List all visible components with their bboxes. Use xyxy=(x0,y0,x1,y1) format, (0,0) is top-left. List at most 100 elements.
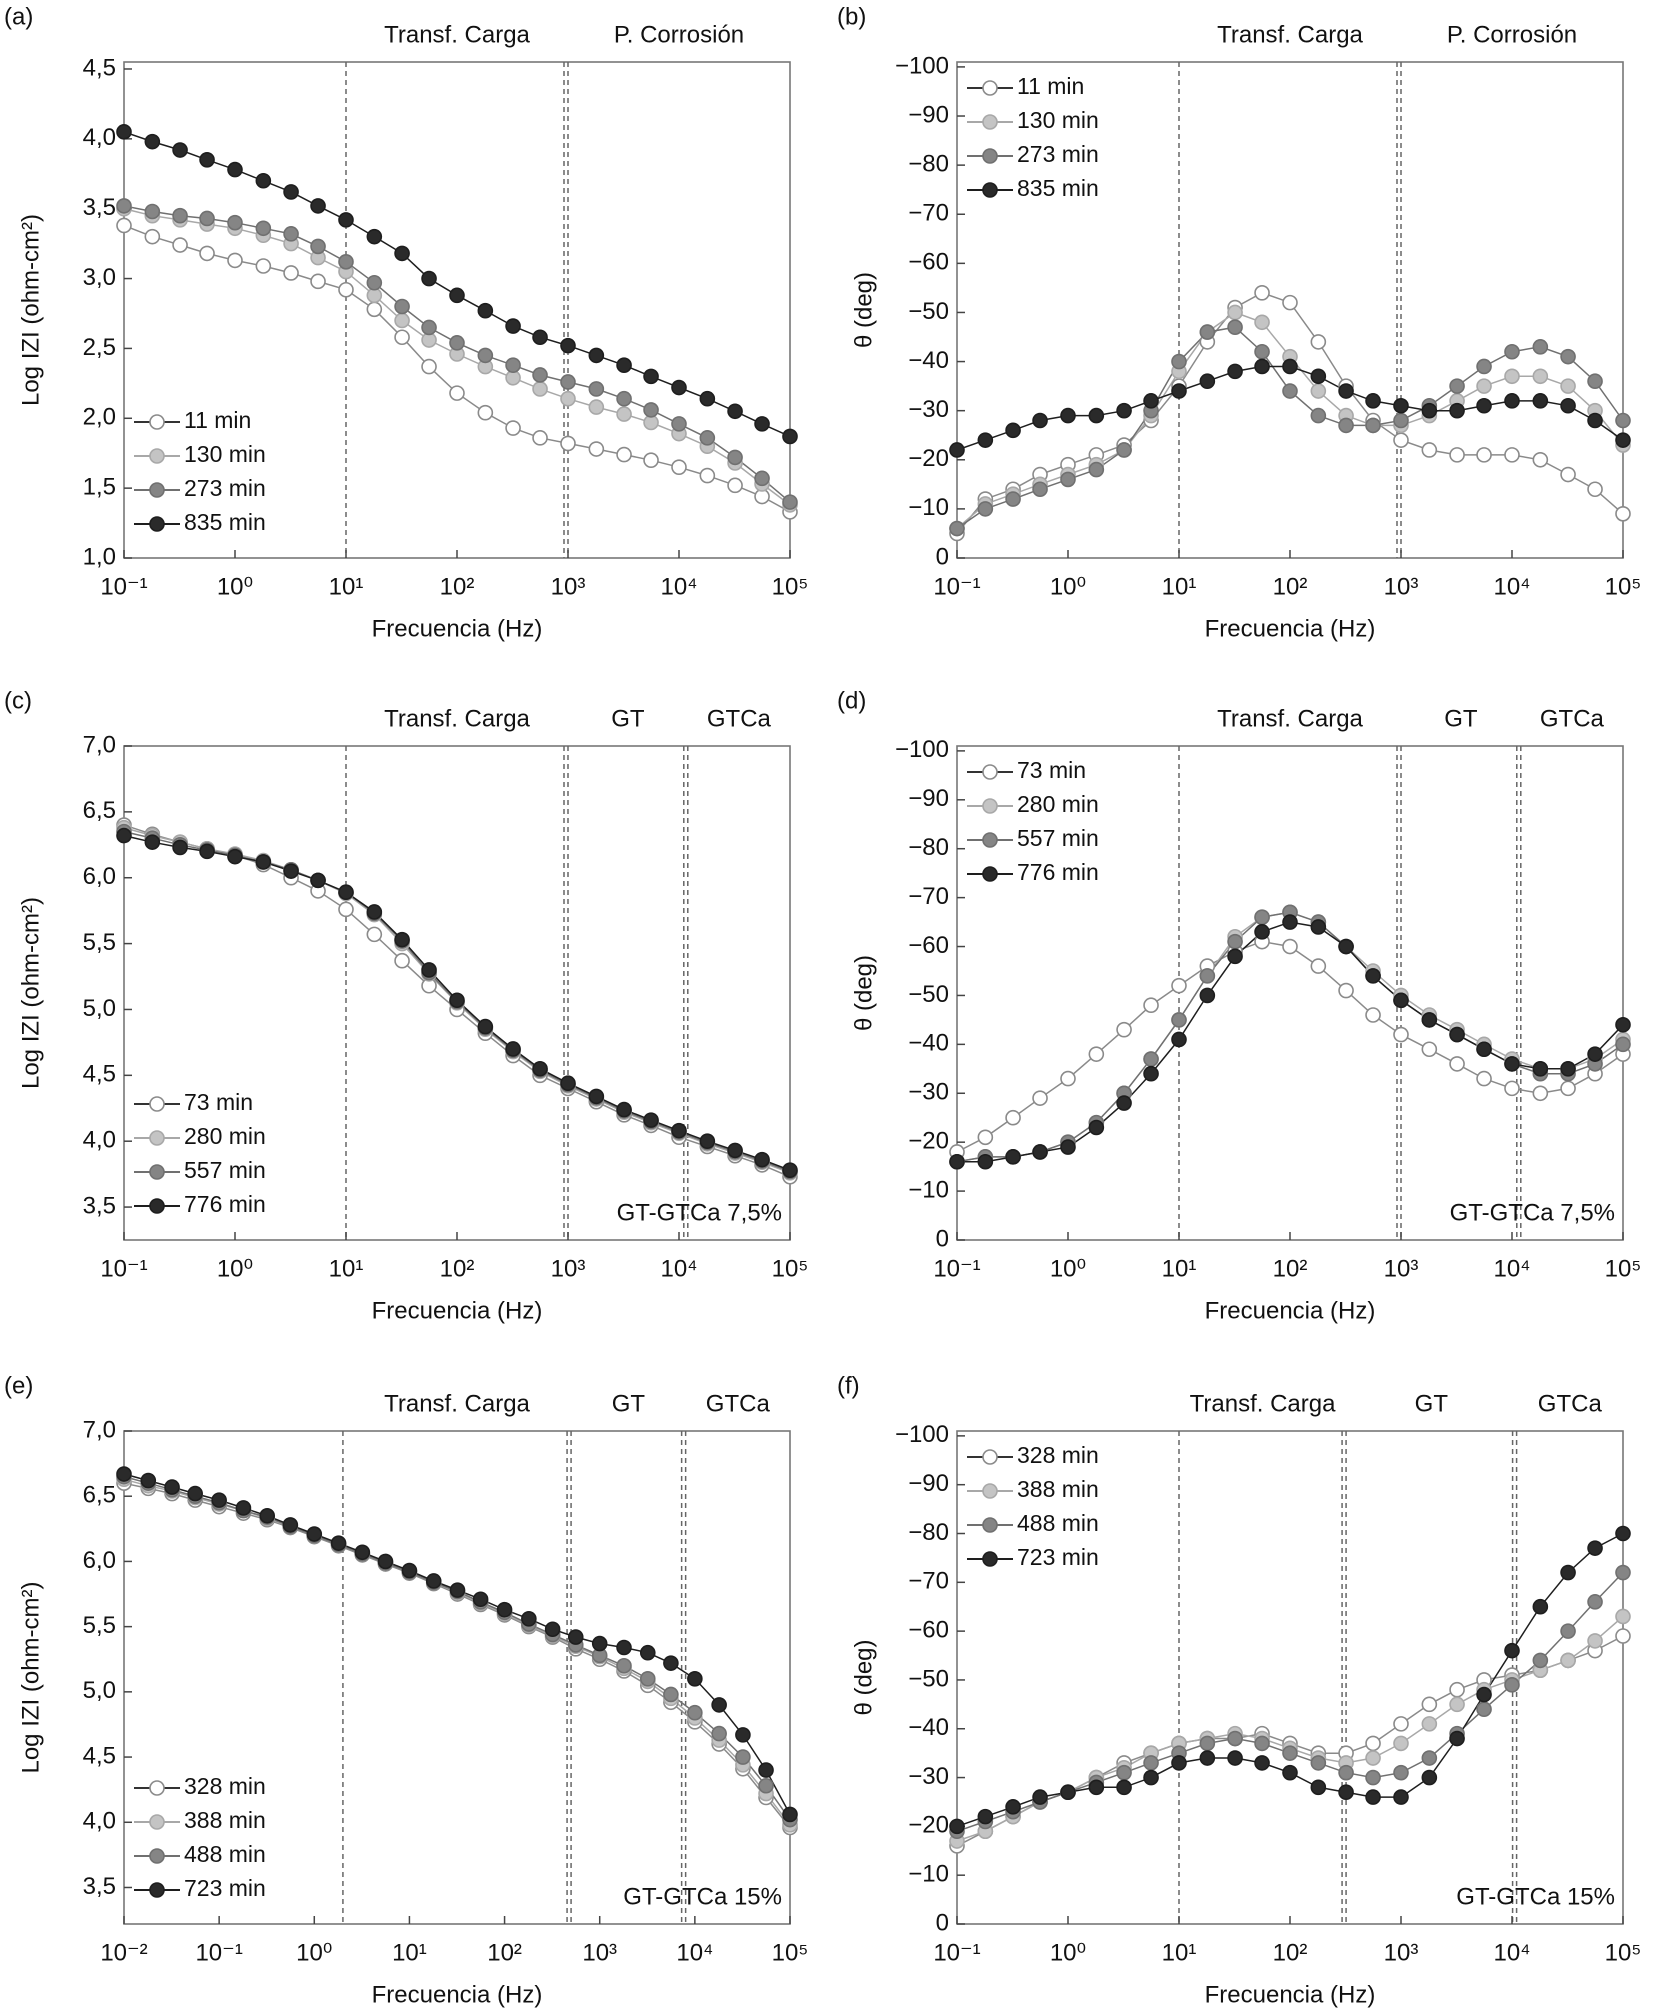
data-point xyxy=(1560,1061,1576,1077)
data-point xyxy=(1449,1730,1465,1747)
legend-label: 776 min xyxy=(1017,859,1099,885)
legend-label: 328 min xyxy=(1017,1442,1099,1468)
x-axis-label: Frecuencia (Hz) xyxy=(372,1981,543,2008)
region-label: Transf. Carga xyxy=(1190,1390,1336,1417)
legend-marker xyxy=(149,448,165,464)
x-tick-label: 10⁴ xyxy=(660,1255,697,1282)
data-point xyxy=(1227,1730,1243,1747)
data-point xyxy=(1171,383,1187,399)
data-point xyxy=(1365,1789,1381,1805)
legend-label: 388 min xyxy=(1017,1476,1099,1502)
data-point xyxy=(1504,1642,1520,1659)
data-point xyxy=(1143,1065,1159,1082)
data-point xyxy=(1560,348,1576,365)
data-point xyxy=(1532,1598,1549,1615)
y-tick-label: 6,5 xyxy=(83,797,116,824)
data-point xyxy=(1393,432,1409,448)
x-tick-label: 10⁵ xyxy=(772,1939,809,1966)
data-point xyxy=(1449,1026,1465,1043)
data-point xyxy=(521,1611,537,1627)
legend-label: 11 min xyxy=(184,407,251,433)
data-point xyxy=(354,1544,371,1561)
legend-label: 73 min xyxy=(184,1089,253,1115)
data-point xyxy=(1421,1769,1438,1786)
data-point xyxy=(1060,1784,1076,1801)
legend-marker xyxy=(149,1882,165,1898)
y-tick-label: 4,5 xyxy=(83,1742,116,1769)
x-tick-label: 10² xyxy=(440,573,475,600)
data-point xyxy=(687,1704,703,1721)
x-tick-label: 10⁴ xyxy=(676,1939,713,1966)
data-point xyxy=(1365,1769,1381,1786)
legend-marker xyxy=(149,1780,165,1796)
data-point xyxy=(567,1629,584,1645)
data-point xyxy=(1005,1109,1021,1126)
data-point xyxy=(1393,992,1409,1009)
legend-marker xyxy=(982,80,998,96)
data-point xyxy=(1393,1764,1409,1781)
data-point xyxy=(1560,1564,1576,1581)
series-line xyxy=(957,921,1624,1163)
legend-label: 835 min xyxy=(1017,175,1099,201)
data-point xyxy=(727,449,743,466)
x-tick-label: 10⁰ xyxy=(217,1255,253,1282)
data-point xyxy=(616,1657,632,1674)
data-point xyxy=(1421,1696,1438,1713)
data-point xyxy=(1060,1070,1076,1087)
region-label: Transf. Carga xyxy=(384,1390,530,1417)
data-point xyxy=(1560,466,1576,483)
data-point xyxy=(735,1749,751,1765)
legend-label: 488 min xyxy=(1017,1510,1099,1536)
y-tick-label: −20 xyxy=(908,1128,949,1155)
data-point xyxy=(758,1762,774,1778)
y-tick-label: −40 xyxy=(908,1030,949,1057)
data-point xyxy=(1560,1652,1576,1669)
data-point xyxy=(1587,1633,1603,1649)
data-point xyxy=(1615,432,1631,448)
x-tick-label: 10¹ xyxy=(329,573,364,600)
y-tick-label: −30 xyxy=(908,1763,949,1790)
data-point xyxy=(1171,977,1187,994)
y-tick-label: −70 xyxy=(908,1568,949,1595)
data-point xyxy=(1587,412,1603,429)
data-point xyxy=(1504,368,1520,385)
x-tick-label: 10⁰ xyxy=(217,573,253,600)
data-point xyxy=(1088,407,1105,424)
data-point xyxy=(172,839,188,856)
y-tick-label: 3,5 xyxy=(83,194,116,221)
y-tick-label: −80 xyxy=(908,834,949,861)
data-point xyxy=(449,992,465,1009)
data-point xyxy=(338,884,354,901)
data-point xyxy=(588,347,605,364)
x-tick-label: 10⁰ xyxy=(296,1939,332,1966)
data-point xyxy=(1254,1755,1270,1771)
data-point xyxy=(1421,442,1438,458)
data-point xyxy=(1310,958,1327,974)
y-axis-label: θ (deg) xyxy=(850,1639,877,1715)
series-line xyxy=(956,311,1624,530)
x-tick-label: 10⁴ xyxy=(1493,573,1530,600)
data-point xyxy=(394,312,410,329)
data-point xyxy=(1199,1735,1216,1752)
data-point xyxy=(1393,1026,1409,1043)
data-point xyxy=(116,1466,132,1482)
data-point xyxy=(1060,471,1076,488)
legend-marker xyxy=(149,1814,165,1830)
data-point xyxy=(754,1151,770,1168)
region-label: P. Corrosión xyxy=(614,21,744,48)
data-point xyxy=(671,416,687,432)
data-point xyxy=(1615,1036,1631,1053)
y-tick-label: 1,0 xyxy=(83,543,116,570)
data-point xyxy=(338,212,354,228)
y-tick-label: 6,0 xyxy=(83,863,116,890)
legend-label: 73 min xyxy=(1017,757,1086,783)
legend-marker xyxy=(149,414,165,430)
legend-marker xyxy=(149,1096,165,1112)
data-point xyxy=(116,217,132,234)
x-tick-label: 10¹ xyxy=(392,1939,427,1966)
data-point xyxy=(1615,1525,1631,1542)
panel-note: GT-GTCa 7,5% xyxy=(1450,1199,1615,1226)
data-point xyxy=(977,501,994,517)
data-point xyxy=(1393,412,1409,429)
data-point xyxy=(255,172,272,189)
